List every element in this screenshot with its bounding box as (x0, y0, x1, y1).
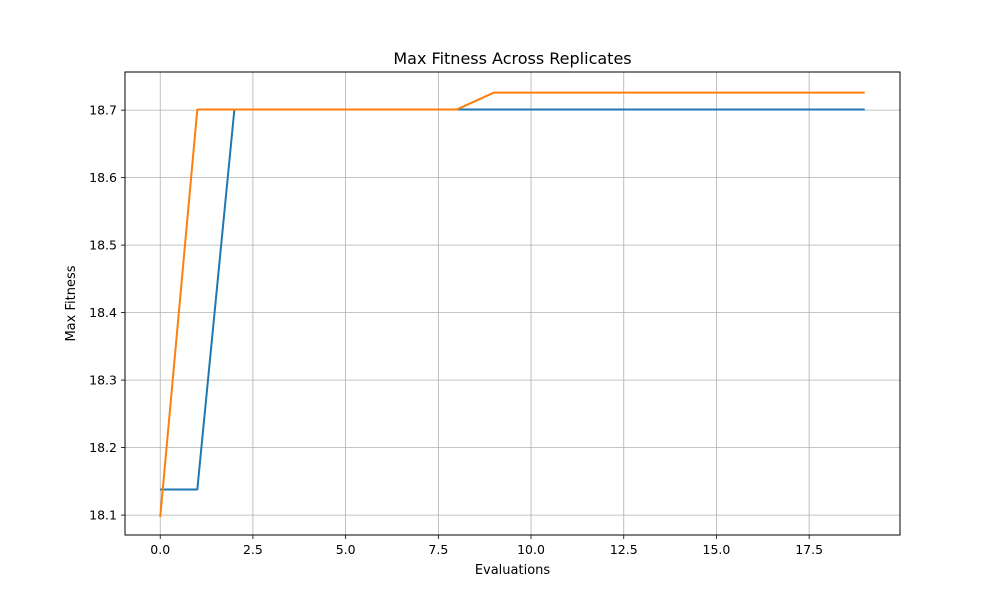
x-axis: 0.0 2.5 5.0 7.5 10.0 12.5 15.0 17.5 (150, 535, 823, 557)
plot-frame (124, 71, 901, 536)
x-tick-label: 0.0 (150, 542, 170, 557)
y-axis: 18.1 18.2 18.3 18.4 18.5 18.6 18.7 (89, 103, 125, 523)
series-layer (159, 91, 865, 518)
y-tick-label: 18.3 (89, 373, 117, 388)
x-tick-label: 5.0 (336, 542, 356, 557)
y-tick-label: 18.5 (89, 238, 117, 253)
grid (125, 72, 900, 535)
y-tick-label: 18.4 (89, 305, 117, 320)
x-tick-label: 7.5 (428, 542, 448, 557)
x-tick-label: 10.0 (517, 542, 545, 557)
y-axis-title: Max Fitness (64, 265, 79, 341)
series-line-2 (159, 91, 865, 518)
x-tick-label: 2.5 (243, 542, 263, 557)
y-tick-label: 18.1 (89, 508, 117, 523)
y-tick-label: 18.2 (89, 440, 117, 455)
y-tick-label: 18.6 (89, 170, 117, 185)
y-tick-label: 18.7 (89, 103, 117, 118)
x-tick-label: 12.5 (610, 542, 638, 557)
x-axis-title: Evaluations (475, 563, 551, 578)
x-tick-label: 15.0 (703, 542, 731, 557)
x-tick-label: 17.5 (795, 542, 823, 557)
chart-title: Max Fitness Across Replicates (393, 49, 631, 68)
